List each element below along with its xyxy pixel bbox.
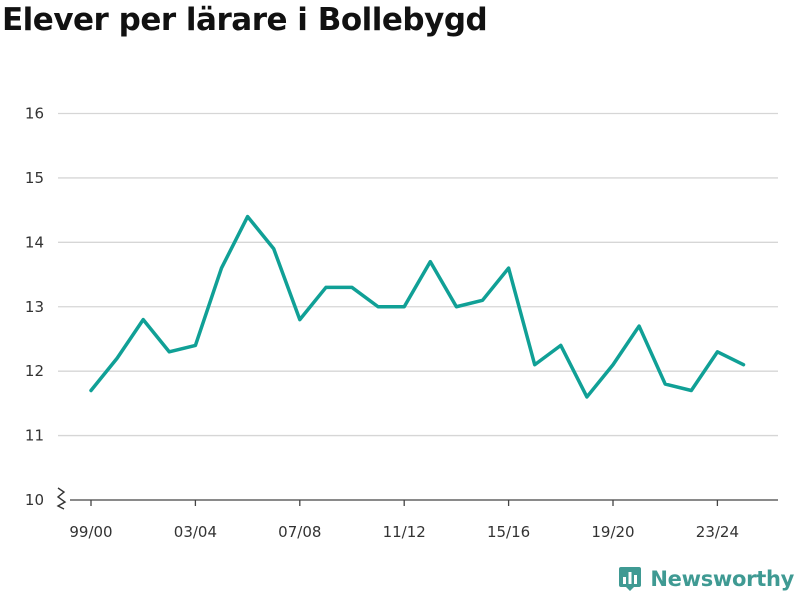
x-tick-label: 99/00 [69,523,112,541]
x-tick-label: 03/04 [174,523,217,541]
y-tick-label: 11 [25,427,44,445]
y-tick-label: 13 [25,298,44,316]
series-layer [89,214,746,399]
gridlines [58,112,778,437]
x-tick-label: 19/20 [591,523,634,541]
newsworthy-logo: Newsworthy [618,566,794,592]
y-tick-label: 10 [25,491,44,509]
series-line [89,214,746,399]
x-tick-label: 15/16 [487,523,530,541]
chart-title: Elever per lärare i Bollebygd [2,2,488,38]
y-tick-label: 16 [25,105,44,123]
x-tick-label: 07/08 [278,523,321,541]
x-tick-label: 11/12 [383,523,426,541]
y-tick-label: 12 [25,362,44,380]
y-axis-tick-labels: 10 11 12 13 14 15 16 [25,105,44,510]
brand-name: Newsworthy [650,567,794,591]
y-tick-label: 14 [25,233,44,251]
x-axis: 99/00 03/04 07/08 11/12 15/16 19/20 23/24 [56,487,778,541]
x-tick-label: 23/24 [696,523,739,541]
y-tick-label: 15 [25,169,44,187]
bar-chart-pin-icon [619,567,642,591]
axis-break-icon [56,487,67,510]
